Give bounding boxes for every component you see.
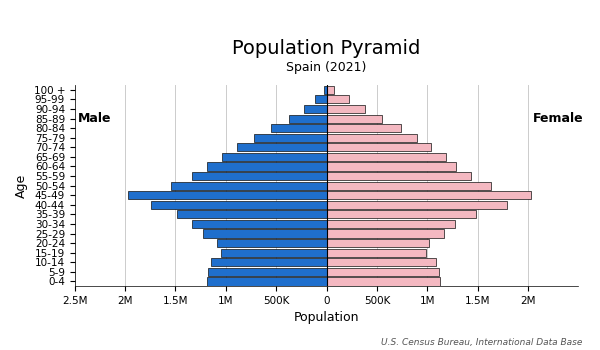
Bar: [254, 134, 326, 142]
Bar: [326, 172, 470, 180]
Bar: [191, 220, 326, 228]
Bar: [326, 153, 446, 161]
X-axis label: Population: Population: [294, 312, 359, 324]
Text: Female: Female: [533, 112, 583, 125]
Bar: [326, 201, 507, 209]
Bar: [326, 182, 491, 190]
Bar: [316, 95, 326, 104]
Bar: [221, 248, 326, 257]
Text: Spain (2021): Spain (2021): [286, 61, 367, 74]
Bar: [128, 191, 326, 199]
Bar: [208, 268, 326, 276]
Bar: [304, 105, 326, 113]
Bar: [326, 105, 365, 113]
Bar: [326, 162, 457, 170]
Bar: [326, 220, 455, 228]
Bar: [151, 201, 326, 209]
Bar: [206, 277, 326, 286]
Title: Population Pyramid: Population Pyramid: [232, 40, 421, 58]
Bar: [206, 162, 326, 170]
Text: Male: Male: [78, 112, 112, 125]
Bar: [178, 210, 326, 218]
Bar: [203, 230, 326, 238]
Bar: [217, 239, 326, 247]
Bar: [326, 124, 401, 132]
Bar: [326, 230, 445, 238]
Bar: [326, 248, 426, 257]
Bar: [326, 134, 417, 142]
Bar: [271, 124, 326, 132]
Bar: [326, 95, 349, 104]
Bar: [326, 86, 334, 94]
Bar: [172, 182, 326, 190]
Bar: [326, 268, 439, 276]
Bar: [211, 258, 326, 266]
Bar: [326, 191, 531, 199]
Bar: [326, 114, 382, 122]
Bar: [326, 277, 440, 286]
Bar: [323, 86, 326, 94]
Bar: [326, 239, 429, 247]
Text: U.S. Census Bureau, International Data Base: U.S. Census Bureau, International Data B…: [380, 337, 582, 346]
Bar: [222, 153, 326, 161]
Bar: [289, 114, 326, 122]
Y-axis label: Age: Age: [15, 174, 28, 198]
Bar: [326, 210, 476, 218]
Bar: [191, 172, 326, 180]
Bar: [326, 258, 436, 266]
Bar: [326, 143, 431, 152]
Bar: [237, 143, 326, 152]
